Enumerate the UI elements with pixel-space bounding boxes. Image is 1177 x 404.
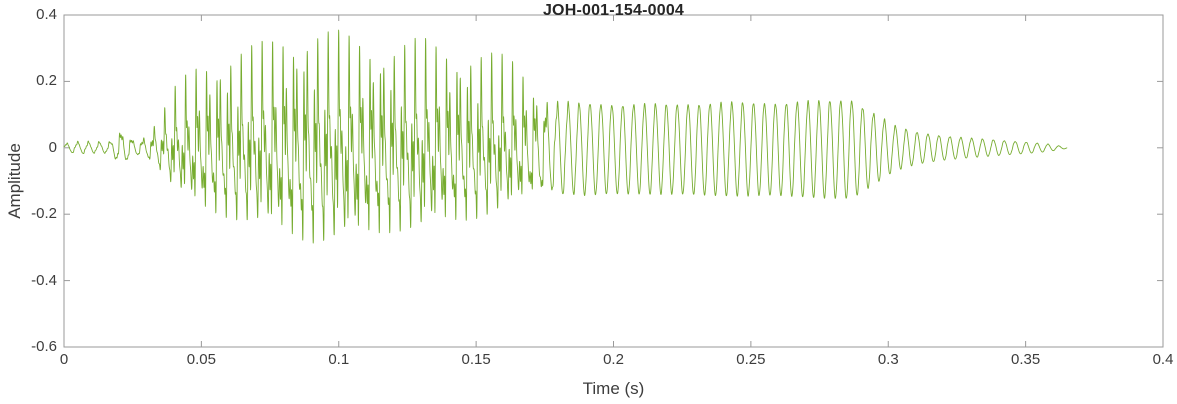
y-tick-label: 0 [48, 138, 57, 156]
y-tick-label: 0.4 [36, 6, 57, 23]
y-tick-label: -0.4 [31, 271, 57, 289]
y-tick-label: -0.2 [31, 205, 57, 223]
x-axis-label: Time (s) [582, 379, 645, 398]
x-tick-label: 0.3 [877, 351, 899, 368]
x-tick-label: 0 [59, 351, 69, 368]
chart-title: JOH-001-154-0004 [542, 2, 685, 19]
y-tick-label: 0.2 [36, 72, 57, 90]
x-tick-label: 0.2 [603, 351, 624, 368]
axes-box [63, 14, 1164, 348]
y-tick-label: -0.6 [31, 338, 57, 355]
waveform-path [63, 29, 1068, 244]
x-tick-label: 0.1 [328, 351, 350, 368]
x-tick-label: 0.05 [186, 351, 216, 368]
x-tick-label: 0.4 [1152, 351, 1174, 368]
x-tick-label: 0.15 [461, 351, 491, 368]
x-tick-label: 0.35 [1011, 351, 1041, 368]
x-tick-label: 0.25 [736, 351, 766, 368]
